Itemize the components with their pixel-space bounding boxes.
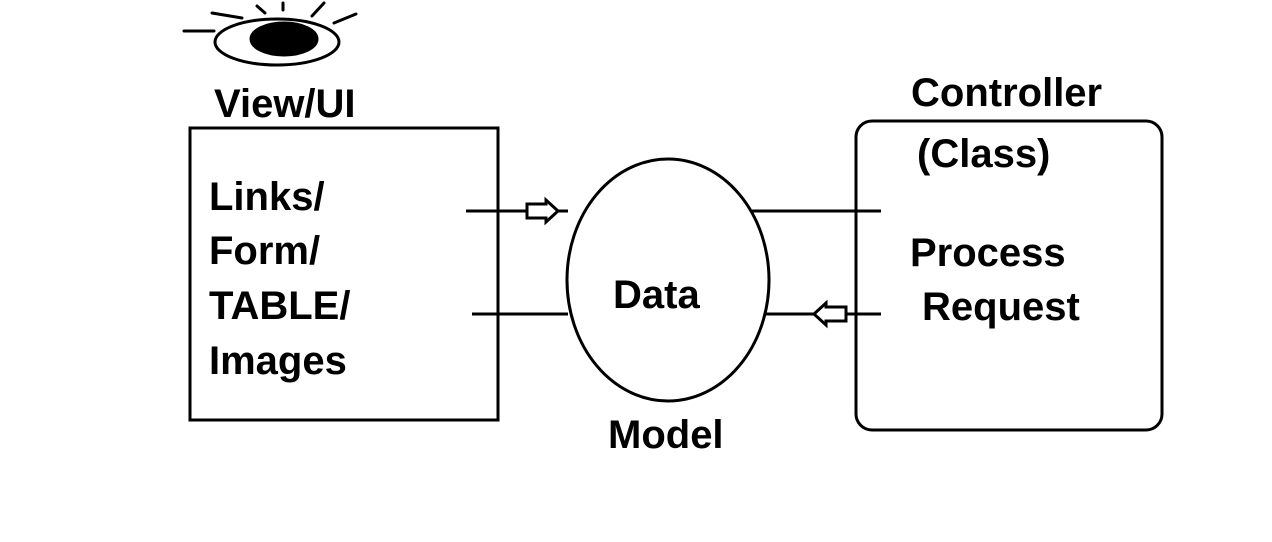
- view-item-form: Form/: [209, 229, 321, 273]
- model-data-label: Data: [613, 273, 700, 317]
- model-title: Model: [608, 413, 724, 457]
- view-box: [188, 126, 500, 422]
- arrow-left-icon: [811, 299, 848, 329]
- view-item-table: TABLE/: [209, 284, 351, 328]
- controller-item-request: Request: [922, 285, 1080, 329]
- model-ellipse: [565, 157, 771, 403]
- controller-subtitle: (Class): [917, 132, 1051, 176]
- controller-title: Controller: [911, 71, 1103, 115]
- view-item-images: Images: [209, 339, 347, 383]
- controller-to-model-connector: [766, 299, 881, 329]
- controller-box: [854, 119, 1164, 432]
- arrow-right-icon: [525, 196, 561, 226]
- view-title: View/UI: [214, 82, 356, 126]
- controller-item-process: Process: [910, 231, 1066, 275]
- eye-icon: [182, 1, 358, 67]
- view-item-links: Links/: [209, 175, 325, 219]
- view-to-model-connector: [466, 196, 568, 226]
